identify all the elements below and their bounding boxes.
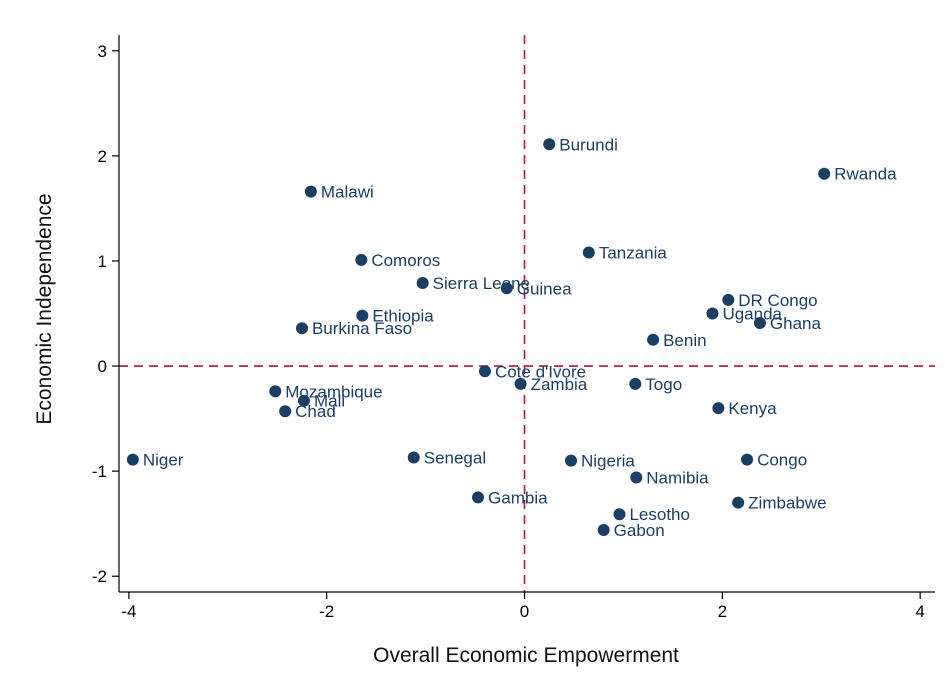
point-label: Rwanda xyxy=(834,165,897,184)
scatter-point xyxy=(712,402,725,415)
point-label: Lesotho xyxy=(629,505,690,524)
point-labels: Burundi Rwanda Malawi Tanzania Comoros Sierra… xyxy=(143,135,897,540)
scatter-point xyxy=(297,394,310,407)
x-tick-label: -4 xyxy=(121,602,136,621)
y-tick-label: 3 xyxy=(98,42,107,61)
y-axis-title: Economic Independence xyxy=(33,193,56,424)
scatter-point xyxy=(543,138,556,151)
point-label: Zimbabwe xyxy=(748,494,826,513)
point-label: Mali xyxy=(314,392,345,411)
point-label: Nigeria xyxy=(581,452,635,471)
scatter-point xyxy=(732,496,745,509)
scatter-point xyxy=(356,309,369,322)
scatter-point xyxy=(472,491,485,504)
scatter-point xyxy=(478,365,491,378)
scatter-point xyxy=(355,253,368,266)
scatter-point xyxy=(629,377,642,390)
x-axis-title: Overall Economic Empowerment xyxy=(373,644,679,667)
point-label: Uganda xyxy=(722,305,782,324)
x-tick-label: 0 xyxy=(520,602,529,621)
scatter-point xyxy=(753,316,766,329)
scatter-point xyxy=(416,277,429,290)
x-tick-label: 2 xyxy=(718,602,727,621)
scatter-point xyxy=(818,167,831,180)
point-label: Namibia xyxy=(646,468,709,487)
scatter-point xyxy=(407,451,420,464)
x-tick-label: -2 xyxy=(319,602,334,621)
scatter-point xyxy=(582,246,595,259)
point-label: Burundi xyxy=(559,135,618,154)
point-label: Tanzania xyxy=(599,244,668,263)
scatter-point xyxy=(565,454,578,467)
scatter-point xyxy=(722,293,735,306)
point-label: Ethiopia xyxy=(372,307,434,326)
scatter-point xyxy=(500,282,513,295)
scatter-point xyxy=(647,333,660,346)
scatter-point xyxy=(269,385,282,398)
scatter-point xyxy=(126,453,139,466)
scatter-point xyxy=(597,523,610,536)
point-label: Guinea xyxy=(517,279,572,298)
y-tick-label: 0 xyxy=(98,357,107,376)
point-label: Kenya xyxy=(728,399,777,418)
point-label: Gabon xyxy=(614,521,665,540)
scatter-point xyxy=(706,307,719,320)
data-points xyxy=(126,138,831,536)
point-label: Benin xyxy=(663,331,706,350)
point-label: Sierra Leone xyxy=(433,274,530,293)
y-tick-label: 2 xyxy=(98,147,107,166)
scatter-point xyxy=(279,405,292,418)
point-label: Zambia xyxy=(531,375,588,394)
point-label: Congo xyxy=(757,451,807,470)
scatter-point xyxy=(304,185,317,198)
scatter-point xyxy=(613,508,626,521)
x-tick-label: 4 xyxy=(915,602,924,621)
point-label: Togo xyxy=(645,375,682,394)
point-label: Cote d'Ivore xyxy=(495,362,586,381)
point-label: Burkina Faso xyxy=(312,319,412,338)
y-tick-label: 1 xyxy=(98,252,107,271)
axes: -2 -1 0 1 2 3 -4 -2 0 2 4 xyxy=(92,35,935,621)
point-label: Ghana xyxy=(770,314,822,333)
scatter-point xyxy=(514,377,527,390)
y-tick-label: -2 xyxy=(92,567,107,586)
point-label: Mozambique xyxy=(285,382,382,401)
y-tick-label: -1 xyxy=(92,462,107,481)
scatter-point xyxy=(295,322,308,335)
point-label: Gambia xyxy=(488,488,548,507)
scatter-point xyxy=(630,471,643,484)
point-label: DR Congo xyxy=(738,291,817,310)
reference-lines xyxy=(119,35,935,592)
point-label: Comoros xyxy=(371,251,440,270)
point-label: Chad xyxy=(295,402,336,421)
scatter-point xyxy=(741,453,754,466)
point-label: Malawi xyxy=(321,183,374,202)
point-label: Senegal xyxy=(424,448,486,467)
point-label: Niger xyxy=(143,451,184,470)
